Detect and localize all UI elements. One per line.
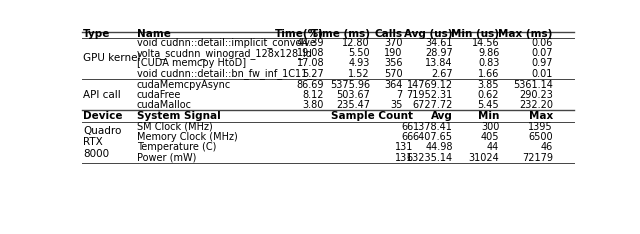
Text: 66: 66 <box>401 132 413 142</box>
Text: 6407.65: 6407.65 <box>413 132 452 142</box>
Text: Type: Type <box>83 29 111 39</box>
Text: 131: 131 <box>395 153 413 163</box>
Text: 44.39: 44.39 <box>296 38 324 48</box>
Text: 1395: 1395 <box>528 122 553 132</box>
Text: volta_scudnn_winograd_128x128_ld: volta_scudnn_winograd_128x128_ld <box>136 48 312 58</box>
Text: Name: Name <box>136 29 170 39</box>
Text: 235.47: 235.47 <box>336 100 370 110</box>
Text: GPU kernel: GPU kernel <box>83 53 141 63</box>
Text: Memory Clock (MHz): Memory Clock (MHz) <box>136 132 237 142</box>
Text: System Signal: System Signal <box>136 111 220 121</box>
Text: Temperature (C): Temperature (C) <box>136 143 216 152</box>
Text: 232.20: 232.20 <box>519 100 553 110</box>
Text: Device: Device <box>83 111 123 121</box>
Text: 44.98: 44.98 <box>425 143 452 152</box>
Text: 0.97: 0.97 <box>531 58 553 69</box>
Text: 1.66: 1.66 <box>478 69 499 79</box>
Text: 5375.96: 5375.96 <box>330 80 370 90</box>
Text: 0.62: 0.62 <box>478 90 499 100</box>
Text: 66: 66 <box>401 122 413 132</box>
Text: Min: Min <box>478 111 499 121</box>
Text: 71952.31: 71952.31 <box>406 90 452 100</box>
Text: void cudnn::detail::implicit_convolve: void cudnn::detail::implicit_convolve <box>136 37 316 48</box>
Text: 356: 356 <box>384 58 403 69</box>
Text: 7: 7 <box>396 90 403 100</box>
Text: 3.85: 3.85 <box>478 80 499 90</box>
Text: 0.07: 0.07 <box>531 48 553 58</box>
Text: 405: 405 <box>481 132 499 142</box>
Text: Min (us): Min (us) <box>451 29 499 39</box>
Text: cudaMalloc: cudaMalloc <box>136 100 191 110</box>
Text: Max (ms): Max (ms) <box>499 29 553 39</box>
Text: [CUDA memcpy HtoD]: [CUDA memcpy HtoD] <box>136 58 246 69</box>
Text: 300: 300 <box>481 122 499 132</box>
Text: cudaFree: cudaFree <box>136 90 181 100</box>
Text: 86.69: 86.69 <box>296 80 324 90</box>
Text: 1378.41: 1378.41 <box>413 122 452 132</box>
Text: 1.52: 1.52 <box>348 69 370 79</box>
Text: 6727.72: 6727.72 <box>412 100 452 110</box>
Text: 364: 364 <box>384 80 403 90</box>
Text: 3.80: 3.80 <box>303 100 324 110</box>
Text: 34.61: 34.61 <box>425 38 452 48</box>
Text: 31024: 31024 <box>468 153 499 163</box>
Text: 2.67: 2.67 <box>431 69 452 79</box>
Text: Avg: Avg <box>431 111 452 121</box>
Text: Quadro
RTX
8000: Quadro RTX 8000 <box>83 126 122 159</box>
Text: 5.45: 5.45 <box>477 100 499 110</box>
Text: 46: 46 <box>541 143 553 152</box>
Text: Calls: Calls <box>374 29 403 39</box>
Text: 44: 44 <box>487 143 499 152</box>
Text: 5361.14: 5361.14 <box>513 80 553 90</box>
Text: 6500: 6500 <box>528 132 553 142</box>
Text: SM Clock (MHz): SM Clock (MHz) <box>136 122 212 132</box>
Text: 12.80: 12.80 <box>342 38 370 48</box>
Text: 9.86: 9.86 <box>478 48 499 58</box>
Text: 503.67: 503.67 <box>336 90 370 100</box>
Text: 4.93: 4.93 <box>348 58 370 69</box>
Text: 8.12: 8.12 <box>303 90 324 100</box>
Text: 0.06: 0.06 <box>531 38 553 48</box>
Text: 28.97: 28.97 <box>425 48 452 58</box>
Text: 63235.14: 63235.14 <box>406 153 452 163</box>
Text: Sample Count: Sample Count <box>332 111 413 121</box>
Text: Avg (us): Avg (us) <box>404 29 452 39</box>
Text: 19.08: 19.08 <box>296 48 324 58</box>
Text: void cudnn::detail::bn_fw_inf_1C11_: void cudnn::detail::bn_fw_inf_1C11_ <box>136 68 312 79</box>
Text: Time (ms): Time (ms) <box>311 29 370 39</box>
Text: 13.84: 13.84 <box>425 58 452 69</box>
Text: 290.23: 290.23 <box>519 90 553 100</box>
Text: 131: 131 <box>395 143 413 152</box>
Text: 190: 190 <box>384 48 403 58</box>
Text: API call: API call <box>83 90 121 100</box>
Text: 0.01: 0.01 <box>531 69 553 79</box>
Text: 5.50: 5.50 <box>348 48 370 58</box>
Text: 570: 570 <box>384 69 403 79</box>
Text: Power (mW): Power (mW) <box>136 153 196 163</box>
Text: Time(%): Time(%) <box>275 29 324 39</box>
Text: cudaMemcpyAsync: cudaMemcpyAsync <box>136 80 231 90</box>
Text: 72179: 72179 <box>522 153 553 163</box>
Text: 370: 370 <box>384 38 403 48</box>
Text: 14769.12: 14769.12 <box>406 80 452 90</box>
Text: 35: 35 <box>390 100 403 110</box>
Text: Max: Max <box>529 111 553 121</box>
Text: 17.08: 17.08 <box>296 58 324 69</box>
Text: 14.56: 14.56 <box>472 38 499 48</box>
Text: 0.83: 0.83 <box>478 58 499 69</box>
Text: 5.27: 5.27 <box>302 69 324 79</box>
